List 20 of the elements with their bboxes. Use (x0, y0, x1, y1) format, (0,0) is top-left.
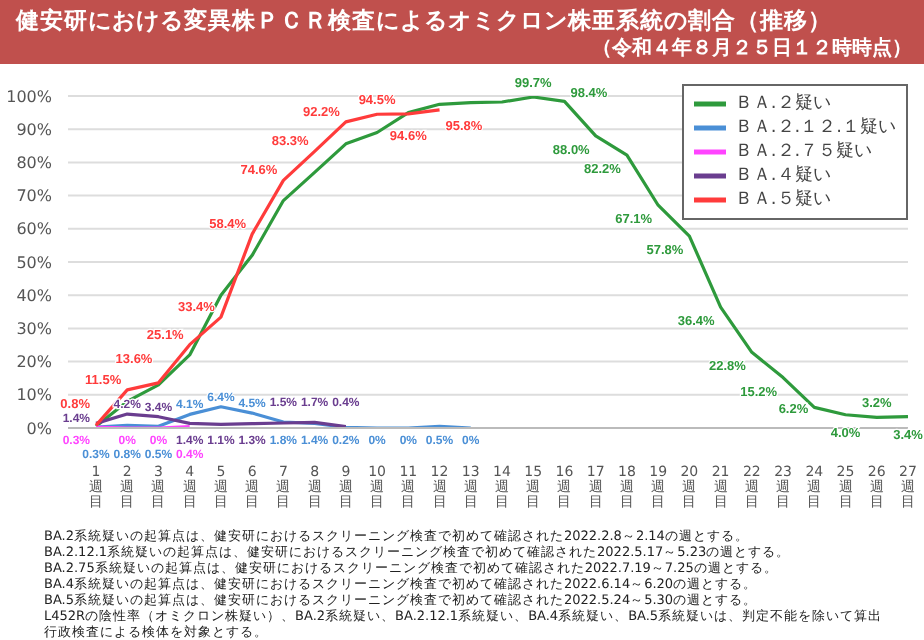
y-tick-label: 0% (26, 419, 53, 438)
y-tick-label: 90% (16, 120, 53, 139)
line-series (94, 405, 473, 428)
legend-label: ＢＡ.２疑い (734, 92, 831, 116)
chart-subtitle: （令和４年８月２５日１２時時点） (592, 35, 912, 62)
y-tick-label: 10% (16, 386, 53, 405)
legend-label: ＢＡ.２.７５疑い (734, 140, 873, 164)
y-tick-label: 40% (16, 286, 53, 305)
y-tick-label: 100% (6, 87, 53, 106)
y-tick-label: 20% (16, 353, 53, 372)
line-series (94, 412, 348, 428)
y-tick-label: 80% (16, 154, 53, 173)
legend-label: ＢＡ.５疑い (734, 188, 831, 212)
legend-label: ＢＡ.２.１２.１疑い (734, 116, 896, 140)
chart-title: 健安研における変異株ＰＣＲ検査によるオミクロン株亜系統の割合（推移） (16, 6, 834, 36)
y-tick-label: 30% (16, 320, 53, 339)
y-tick-label: 70% (16, 187, 53, 206)
y-tick-label: 60% (16, 220, 53, 239)
legend-label: ＢＡ.４疑い (734, 164, 831, 188)
y-tick-label: 50% (16, 253, 53, 272)
